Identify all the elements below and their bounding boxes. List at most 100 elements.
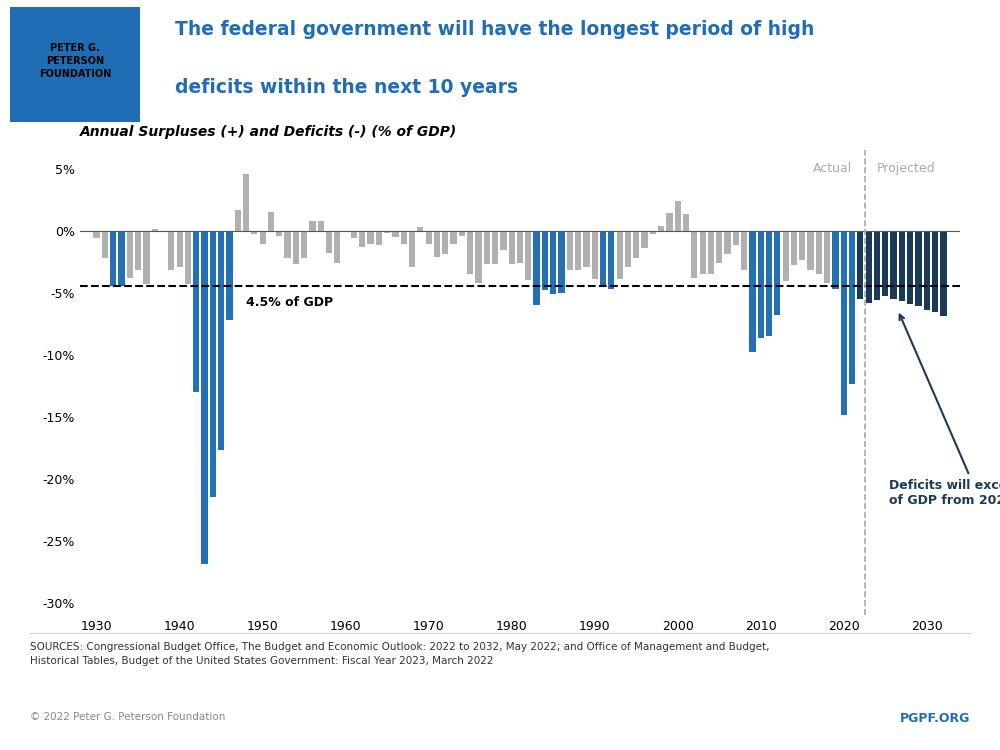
Text: Actual: Actual [813, 163, 852, 176]
Text: 4.5% of GDP: 4.5% of GDP [246, 296, 333, 309]
Bar [550, 230, 556, 294]
Bar [575, 230, 581, 270]
Bar [392, 230, 399, 237]
Text: Projected: Projected [877, 163, 936, 176]
Bar [417, 227, 423, 230]
Bar [118, 230, 125, 286]
Bar [500, 230, 507, 251]
Text: deficits within the next 10 years: deficits within the next 10 years [175, 78, 518, 98]
Bar [367, 230, 374, 244]
Bar [608, 230, 614, 289]
Bar [143, 230, 150, 284]
Bar [293, 230, 299, 264]
Bar [334, 230, 340, 262]
Bar [774, 230, 780, 315]
Bar [741, 230, 747, 270]
Text: SOURCES: Congressional Budget Office, The Budget and Economic Outlook: 2022 to 2: SOURCES: Congressional Budget Office, Th… [30, 641, 770, 666]
Bar [268, 212, 274, 230]
Bar [592, 230, 598, 279]
Bar [542, 230, 548, 290]
Bar [533, 230, 540, 305]
Bar [700, 230, 706, 274]
Bar [484, 230, 490, 264]
Bar [450, 230, 457, 244]
Bar [724, 230, 731, 254]
Bar [849, 230, 855, 384]
Bar [857, 230, 863, 298]
Bar [749, 230, 756, 352]
Bar [583, 230, 590, 266]
Bar [434, 230, 440, 256]
Bar [683, 214, 689, 230]
Bar [567, 230, 573, 270]
Bar [243, 173, 249, 230]
Bar [716, 230, 722, 262]
Bar [907, 230, 913, 304]
Bar [127, 230, 133, 278]
Bar [185, 230, 191, 284]
Bar [924, 230, 930, 310]
Bar [708, 230, 714, 274]
Bar [525, 230, 531, 280]
Bar [160, 230, 166, 232]
Bar [799, 230, 805, 260]
Bar [177, 230, 183, 266]
Bar [791, 230, 797, 266]
Bar [832, 230, 839, 289]
Bar [318, 220, 324, 230]
Bar [218, 230, 224, 450]
Bar [600, 230, 606, 286]
Bar [841, 230, 847, 416]
Bar [691, 230, 697, 278]
Bar [641, 230, 648, 248]
Bar [251, 230, 257, 234]
Bar [666, 213, 673, 230]
Bar [824, 230, 830, 283]
Bar [558, 230, 565, 292]
Bar [260, 230, 266, 244]
Bar [376, 230, 382, 245]
FancyBboxPatch shape [10, 7, 140, 122]
Bar [168, 230, 174, 270]
Text: PETER G.
PETERSON
FOUNDATION: PETER G. PETERSON FOUNDATION [39, 43, 111, 79]
Bar [110, 230, 116, 286]
Bar [226, 230, 233, 320]
Bar [882, 230, 888, 296]
Bar [326, 230, 332, 253]
Bar [102, 230, 108, 258]
Bar [675, 201, 681, 230]
Bar [899, 230, 905, 302]
Bar [650, 230, 656, 234]
Bar [874, 230, 880, 300]
Bar [807, 230, 814, 270]
Bar [475, 230, 482, 283]
Bar [625, 230, 631, 266]
Text: The federal government will have the longest period of high: The federal government will have the lon… [175, 20, 814, 39]
Bar [733, 230, 739, 245]
Bar [351, 230, 357, 238]
Bar [235, 209, 241, 230]
Text: Annual Surpluses (+) and Deficits (-) (% of GDP): Annual Surpluses (+) and Deficits (-) (%… [80, 124, 457, 139]
Bar [135, 230, 141, 270]
Bar [359, 230, 365, 247]
Bar [932, 230, 938, 313]
Bar [409, 230, 415, 266]
Bar [617, 230, 623, 279]
Bar [301, 230, 307, 258]
Bar [517, 230, 523, 262]
Bar [442, 230, 448, 254]
Bar [284, 230, 291, 258]
Bar [93, 230, 100, 238]
Bar [343, 230, 349, 232]
Bar [459, 230, 465, 236]
Bar [426, 230, 432, 244]
Bar [276, 230, 282, 236]
Bar [193, 230, 199, 392]
Bar [210, 230, 216, 497]
Text: PGPF.ORG: PGPF.ORG [900, 712, 970, 724]
Bar [309, 220, 316, 230]
Bar [783, 230, 789, 281]
Bar [816, 230, 822, 274]
Bar [890, 230, 897, 298]
Bar [766, 230, 772, 336]
